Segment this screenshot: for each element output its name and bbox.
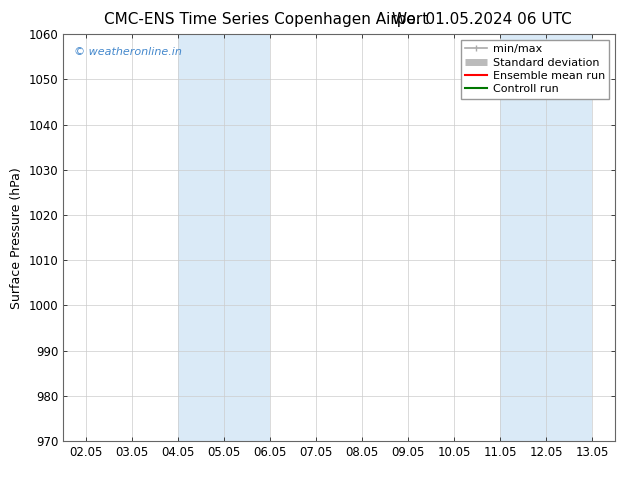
Legend: min/max, Standard deviation, Ensemble mean run, Controll run: min/max, Standard deviation, Ensemble me… (460, 40, 609, 99)
Y-axis label: Surface Pressure (hPa): Surface Pressure (hPa) (10, 167, 23, 309)
Text: CMC-ENS Time Series Copenhagen Airport: CMC-ENS Time Series Copenhagen Airport (104, 12, 429, 27)
Text: We. 01.05.2024 06 UTC: We. 01.05.2024 06 UTC (392, 12, 572, 27)
Bar (178, 34, 270, 441)
Bar (500, 34, 592, 441)
Text: © weatheronline.in: © weatheronline.in (74, 47, 183, 56)
